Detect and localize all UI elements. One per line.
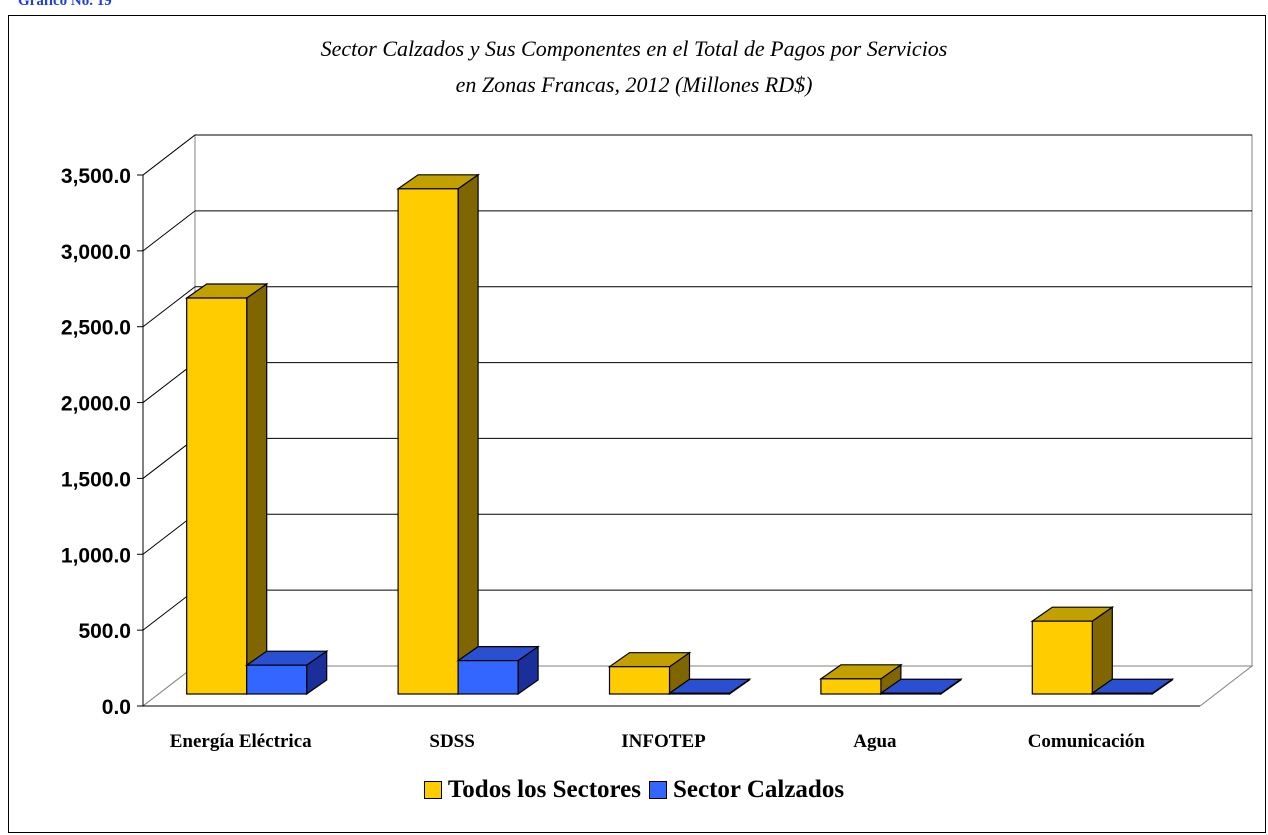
legend-item-todos: Todos los Sectores [423, 776, 642, 804]
x-tick-label: INFOTEP [621, 731, 706, 752]
y-tick-label: 2,500.0 [61, 317, 131, 340]
bar-todos [820, 678, 882, 695]
bar-side-todos [246, 282, 268, 696]
figure-caption: Gráfico No. 19 [18, 0, 112, 9]
gridline-diagonal [142, 286, 196, 328]
chart-legend: Todos los Sectores Sector Calzados [0, 776, 1268, 804]
x-tick-label: SDSS [429, 731, 474, 752]
legend-label-calzados: Sector Calzados [673, 776, 845, 803]
legend-item-calzados: Sector Calzados [649, 776, 844, 804]
bar-todos [186, 297, 248, 695]
bar-calzados [457, 660, 519, 695]
chart-back-wall [194, 134, 1253, 667]
y-tick-label: 1,000.0 [61, 544, 131, 567]
gridline-diagonal [142, 134, 196, 176]
x-tick-label: Comunicación [1028, 731, 1146, 752]
bar-calzados [668, 692, 731, 695]
gridline-diagonal [142, 210, 196, 252]
y-tick-label: 3,000.0 [61, 241, 131, 264]
bar-todos [397, 188, 459, 695]
x-tick-label: Energía Eléctrica [170, 731, 312, 752]
bar-calzados [1091, 692, 1153, 695]
y-tick-label: 1,500.0 [61, 468, 131, 491]
bar-calzados [880, 692, 942, 695]
legend-swatch-calzados [649, 781, 668, 799]
y-tick-label: 3,500.0 [61, 165, 131, 188]
chart-title-line2: en Zonas Francas, 2012 (Millones RD$) [455, 72, 813, 97]
bar-todos [608, 666, 671, 695]
y-tick-label: 2,000.0 [61, 393, 131, 416]
bar-side-todos [457, 173, 479, 696]
y-tick-label: 0.0 [102, 696, 131, 719]
x-tick-label: Agua [853, 731, 897, 752]
bar-todos [1031, 620, 1093, 695]
legend-swatch-todos [423, 781, 442, 799]
y-tick-label: 500.0 [78, 620, 131, 643]
bar-calzados [246, 664, 308, 695]
chart-title-line1: Sector Calzados y Sus Componentes en el … [320, 36, 948, 61]
legend-label-todos: Todos los Sectores [447, 776, 642, 803]
